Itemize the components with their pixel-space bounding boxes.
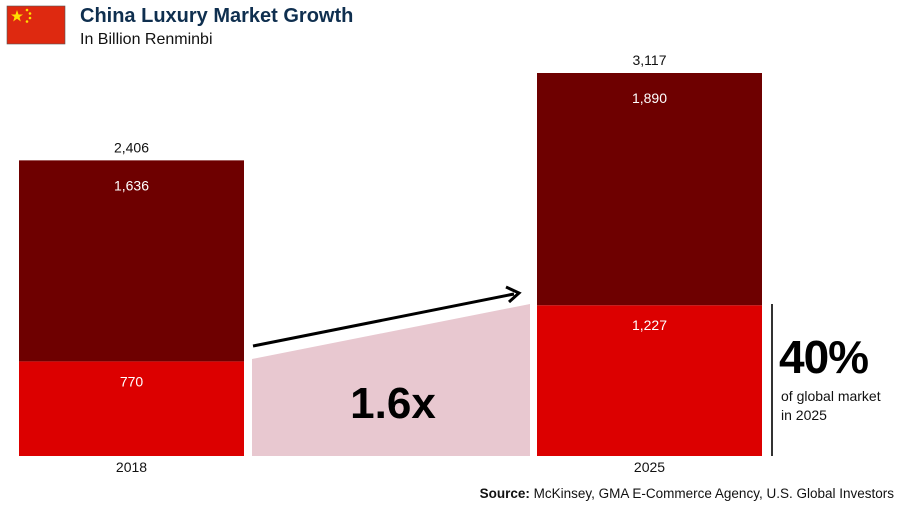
chart-title: China Luxury Market Growth <box>80 5 354 27</box>
bar-2018-top <box>19 160 244 362</box>
growth-arrow <box>252 285 522 348</box>
x-tick-label: 2025 <box>634 459 665 475</box>
segment-label: 1,636 <box>114 177 149 193</box>
x-tick-label: 2018 <box>116 459 147 475</box>
bar-2025-bottom <box>537 305 762 456</box>
chart-subtitle: In Billion Renminbi <box>80 31 213 48</box>
callout-line1: of global market <box>781 388 881 404</box>
bar-2025-top <box>537 73 762 306</box>
segment-label: 1,227 <box>632 317 667 333</box>
segment-label: 770 <box>120 373 144 389</box>
total-label: 3,117 <box>633 52 667 68</box>
source-text: McKinsey, GMA E-Commerce Agency, U.S. Gl… <box>529 486 894 501</box>
segment-label: 1,890 <box>632 90 667 106</box>
bar-2018-bottom <box>19 361 244 456</box>
callout-text: of global market in 2025 <box>781 387 881 425</box>
source-note: Source: McKinsey, GMA E-Commerce Agency,… <box>480 486 894 501</box>
growth-label: 1.6x <box>350 379 436 428</box>
source-label: Source: <box>479 486 530 501</box>
china-flag-icon <box>6 5 66 45</box>
callout-value: 40% <box>779 331 869 383</box>
callout-line2: in 2025 <box>781 407 827 423</box>
total-label: 2,406 <box>114 139 149 155</box>
growth-band <box>252 304 530 456</box>
